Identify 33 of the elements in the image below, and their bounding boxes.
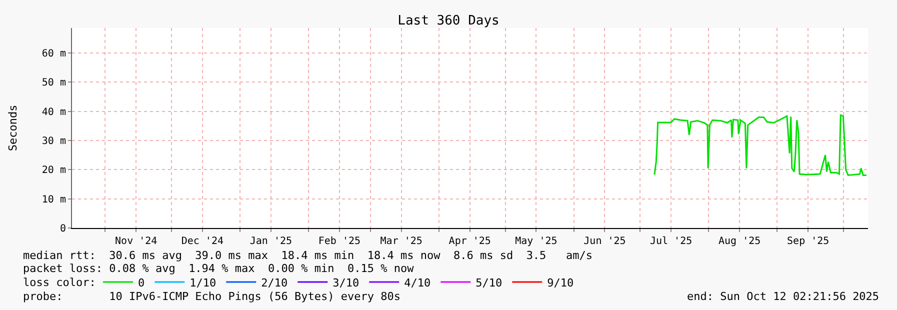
text: packet loss: 0.08 % avg 1.94 % max 0.00 % min 0.15 % now [23,262,414,275]
y-tick-label: 40 m [42,106,66,118]
y-tick-label: 0 [60,224,66,234]
x-tick-label: Jun '25 [584,236,626,247]
text: probe: 10 IPv6-ICMP Echo Pings (56 Bytes) every 80s [23,290,400,303]
x-tick-label: Nov '24 [115,236,158,247]
legend-label: 2/10 [261,276,288,290]
legend-title: loss color: [23,276,96,289]
x-tick-label: Feb '25 [318,236,361,247]
line-series [654,114,868,176]
y-tick-label: 50 m [42,78,66,89]
legend-label: 4/10 [404,276,431,290]
legend-label: 0 [138,276,145,290]
x-tick-label: Sep '25 [787,236,830,247]
y-tick-label: 20 m [42,165,66,176]
x-tick-label: Jul '25 [650,236,692,247]
y-axis-title: Seconds [6,104,20,152]
y-tick-label: 60 m [42,48,66,60]
legend-label: 1/10 [190,276,216,290]
x-tick-label: May '25 [515,236,558,247]
x-tick-label: Aug '25 [718,236,761,247]
text: median rtt: 30.6 ms avg 39.0 ms max 18.4 ms min 18.4 ms now 8.6 ms sd 3.5 am/s [23,249,593,262]
chart-title: Last 360 Days [398,14,500,29]
y-tick-label: 30 m [42,136,66,148]
legend-label: 9/10 [547,276,574,290]
x-tick-label: Mar '25 [380,236,422,247]
legend-label: 5/10 [476,276,502,290]
legend-label: 3/10 [332,276,360,290]
x-tick-label: Apr '25 [448,236,491,247]
x-tick-label: Dec '24 [181,236,224,247]
y-tick-label: 10 m [42,194,66,206]
x-tick-label: Jan '25 [250,236,292,247]
text: end: Sun Oct 12 02:21:56 2025 [687,290,880,303]
